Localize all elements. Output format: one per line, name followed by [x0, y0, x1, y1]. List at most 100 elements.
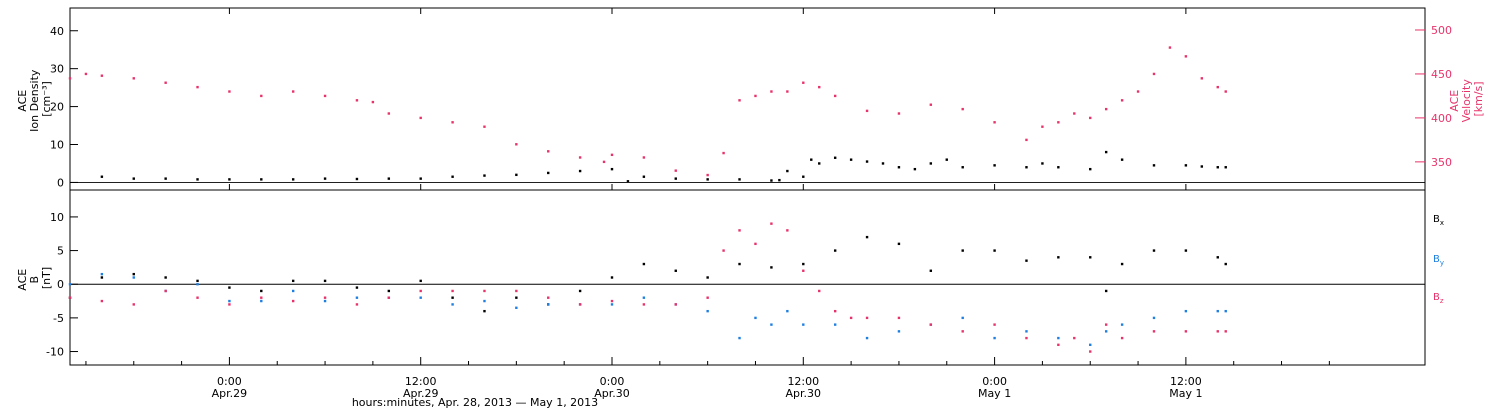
- velocity-label-line-3: [km/s]: [1472, 81, 1485, 116]
- velocity-point: [1136, 90, 1140, 93]
- bz-point: [355, 303, 359, 306]
- density-point: [578, 169, 582, 173]
- bz-point: [323, 296, 327, 299]
- bz-point: [642, 303, 646, 306]
- by-point: [786, 309, 789, 313]
- bz-point: [451, 289, 454, 293]
- bz-point: [515, 289, 518, 293]
- time-tick-label: 0:00: [217, 375, 242, 388]
- by-point: [1184, 309, 1188, 313]
- density-point: [1152, 164, 1156, 167]
- time-tick-date: May 1: [1169, 387, 1202, 400]
- velocity-point: [1104, 107, 1108, 111]
- bx-point: [929, 269, 933, 272]
- bz-point: [578, 303, 582, 306]
- by-point: [897, 330, 901, 333]
- by-point: [1152, 316, 1156, 320]
- bz-point: [993, 323, 996, 326]
- bx-point: [387, 289, 391, 293]
- velocity-point: [228, 90, 231, 93]
- bz-point: [387, 296, 391, 299]
- by-point: [228, 299, 231, 303]
- density-point: [1041, 162, 1044, 165]
- density-point: [642, 175, 646, 178]
- velocity-point: [1025, 138, 1028, 142]
- time-tick-label: 0:00: [600, 375, 625, 388]
- density-point: [547, 171, 550, 175]
- bx-point: [1057, 256, 1060, 259]
- time-tick-label: 0:00: [982, 375, 1007, 388]
- velocity-point: [754, 94, 757, 98]
- density-point: [849, 158, 853, 161]
- bx-point: [1120, 262, 1124, 266]
- velocity-point: [1184, 55, 1188, 58]
- density-point: [865, 160, 869, 163]
- bx-point: [164, 276, 167, 279]
- bx-point: [706, 276, 709, 279]
- density-label-line-2: Ion Density: [28, 69, 41, 132]
- field-label-line-2: B: [28, 276, 41, 284]
- by-point: [802, 323, 805, 326]
- velocity-point: [865, 109, 869, 113]
- velocity-point: [610, 153, 614, 157]
- bz-point: [1089, 350, 1092, 353]
- by-point: [547, 303, 550, 306]
- bz-point: [929, 323, 933, 326]
- bx-point: [100, 276, 104, 279]
- by-point: [100, 272, 104, 276]
- bx-point: [1152, 249, 1156, 252]
- bx-point: [196, 279, 199, 283]
- velocity-point: [355, 99, 359, 102]
- density-point: [515, 173, 518, 177]
- velocity-point: [1168, 46, 1172, 49]
- time-tick-date: Apr.29: [403, 387, 439, 400]
- by-point: [642, 296, 646, 299]
- velocity-point: [515, 143, 518, 146]
- density-point: [1184, 164, 1188, 167]
- bz-point: [706, 296, 709, 299]
- velocity-label-line-2: Velocity: [1460, 79, 1473, 123]
- bz-point: [100, 299, 104, 303]
- velocity-point: [578, 156, 582, 159]
- bz-point: [738, 229, 741, 232]
- bz-point: [547, 296, 550, 299]
- bx-point: [1184, 249, 1188, 252]
- by-point: [993, 336, 996, 340]
- density-point: [1104, 150, 1108, 154]
- bx-point: [419, 279, 422, 283]
- density-point: [1089, 167, 1092, 171]
- bx-point: [260, 289, 263, 293]
- by-point: [1025, 330, 1028, 333]
- density-tick-label: 30: [50, 63, 64, 76]
- velocity-point: [738, 99, 741, 102]
- bx-point: [674, 269, 677, 272]
- density-point: [786, 169, 789, 173]
- velocity-point: [993, 121, 996, 124]
- bx-point: [132, 272, 135, 276]
- bz-point: [754, 242, 757, 246]
- density-point: [770, 179, 773, 182]
- bz-point: [132, 303, 135, 306]
- field-legend: Bx By Bz: [1433, 214, 1444, 305]
- legend-bz: Bz: [1433, 292, 1444, 305]
- bz-point: [419, 289, 422, 293]
- bz-point: [260, 296, 263, 299]
- bx-point: [515, 296, 518, 299]
- bz-point: [1073, 336, 1076, 340]
- velocity-point: [1073, 112, 1076, 115]
- field-data-points: [68, 222, 1227, 353]
- by-point: [132, 276, 135, 279]
- bz-point: [1057, 343, 1060, 347]
- velocity-point: [1200, 77, 1204, 80]
- velocity-point: [196, 85, 199, 89]
- density-point: [706, 178, 709, 181]
- time-tick-date: Apr.30: [594, 387, 630, 400]
- bz-point: [291, 299, 295, 303]
- bz-point: [1104, 323, 1108, 326]
- by-point: [706, 309, 709, 313]
- density-point: [1057, 166, 1060, 169]
- velocity-point: [1057, 121, 1060, 124]
- plasma-data-points: [68, 46, 1227, 183]
- velocity-point: [818, 85, 821, 89]
